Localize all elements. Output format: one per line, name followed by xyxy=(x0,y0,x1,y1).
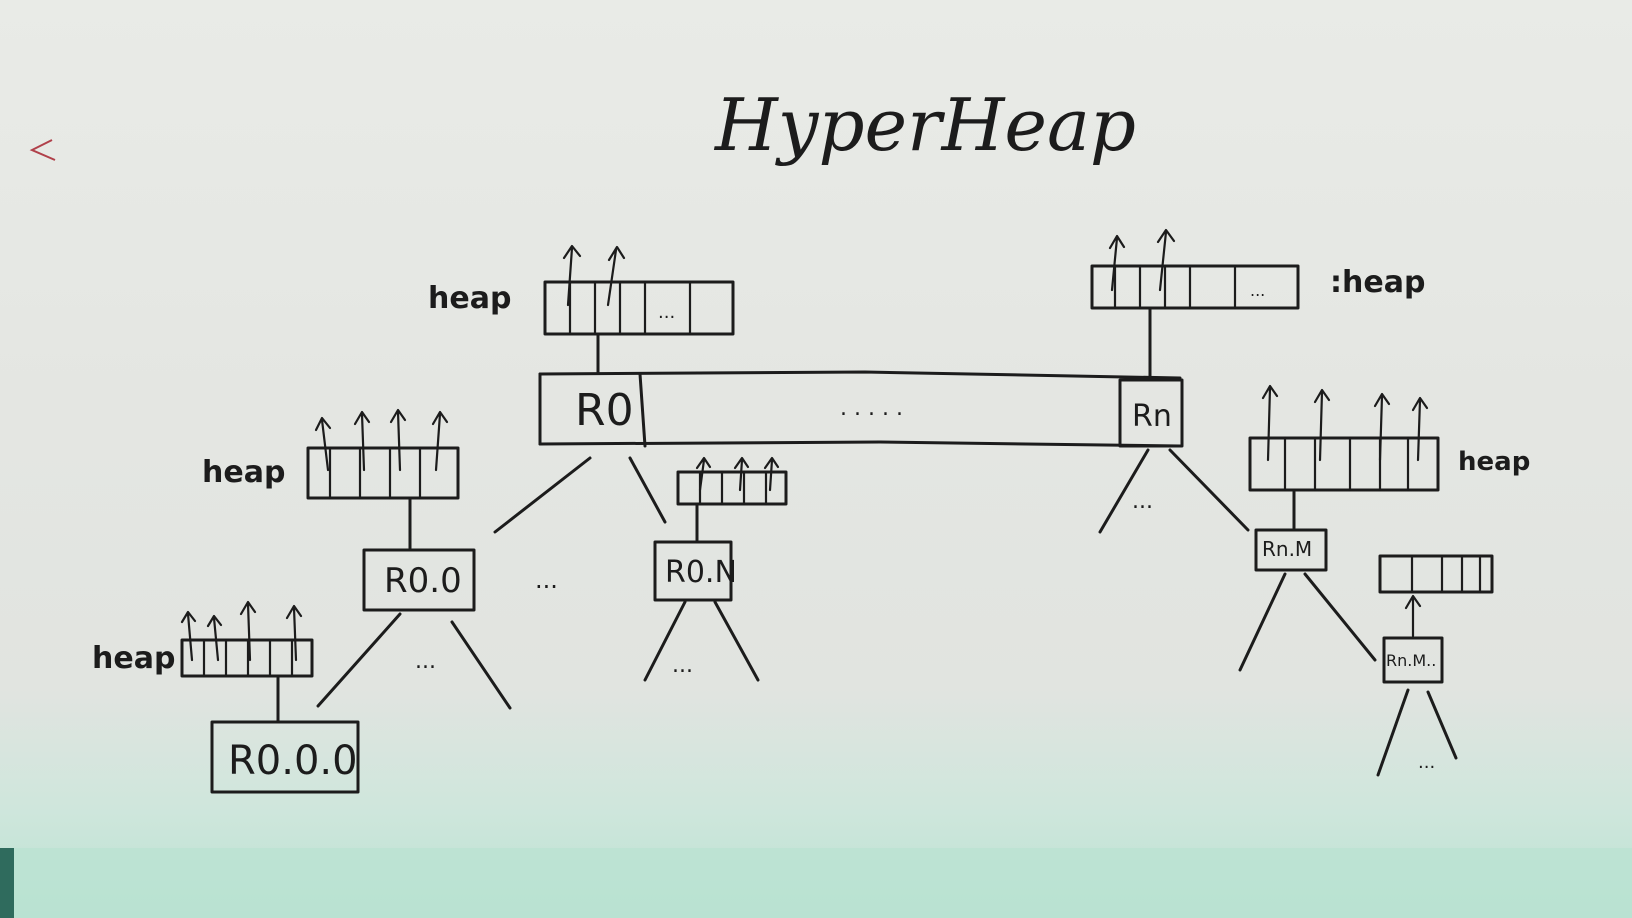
root-ellipsis: . . . . . xyxy=(840,396,903,421)
heap-label-rn-m: heap xyxy=(1458,447,1530,477)
node-rn-box xyxy=(1118,378,1184,448)
heap-array-r0-0 xyxy=(306,408,460,500)
node-rn-m-child: Rn.M.. xyxy=(1386,651,1436,670)
diagram-title: HyperHeap xyxy=(713,83,1136,167)
node-rn-m-child-box xyxy=(1382,636,1444,684)
tray-edge xyxy=(0,848,14,918)
whiteboard-tray xyxy=(0,848,1632,918)
heap-array-r0-n xyxy=(676,456,788,506)
heap-label-rn: :heap xyxy=(1330,265,1425,300)
node-r0-0-0-box xyxy=(210,720,360,794)
heap-ellipsis-rn: ... xyxy=(1250,281,1265,300)
rn-children-ellipsis: ... xyxy=(1132,489,1153,514)
level1-ellipsis: ... xyxy=(535,566,558,594)
node-r0-0: R0.0 xyxy=(384,561,462,601)
node-r0-0-box xyxy=(362,548,476,612)
marker-scribble xyxy=(29,139,56,161)
node-r0-0-0: R0.0.0 xyxy=(228,738,358,784)
heap-array-r0-0-0 xyxy=(180,600,314,678)
node-rn: Rn xyxy=(1132,399,1172,434)
node-rn-m-box xyxy=(1254,528,1328,572)
rn-m-child-ellipsis: ... xyxy=(1418,752,1435,773)
heap-array-rn-m xyxy=(1248,384,1440,492)
heap-ellipsis: ... xyxy=(658,302,675,323)
heap-label-r0-0: heap xyxy=(202,455,285,490)
r0-0-children-ellipsis: ... xyxy=(415,649,436,674)
r0-n-children-ellipsis: ... xyxy=(672,653,693,678)
heap-array-r0: ... xyxy=(543,244,735,336)
heap-array-rn: ... xyxy=(1090,228,1300,310)
heap-label-r0: heap xyxy=(428,281,511,316)
node-r0: R0 xyxy=(575,385,634,436)
heap-array-rn-m-child xyxy=(1378,554,1494,594)
heap-label-r0-0-0: heap xyxy=(92,641,175,676)
root-level-band xyxy=(538,370,1182,448)
node-rn-m: Rn.M xyxy=(1262,537,1312,561)
node-r0-n: R0.N xyxy=(665,555,737,590)
node-r0-n-box xyxy=(653,540,733,602)
